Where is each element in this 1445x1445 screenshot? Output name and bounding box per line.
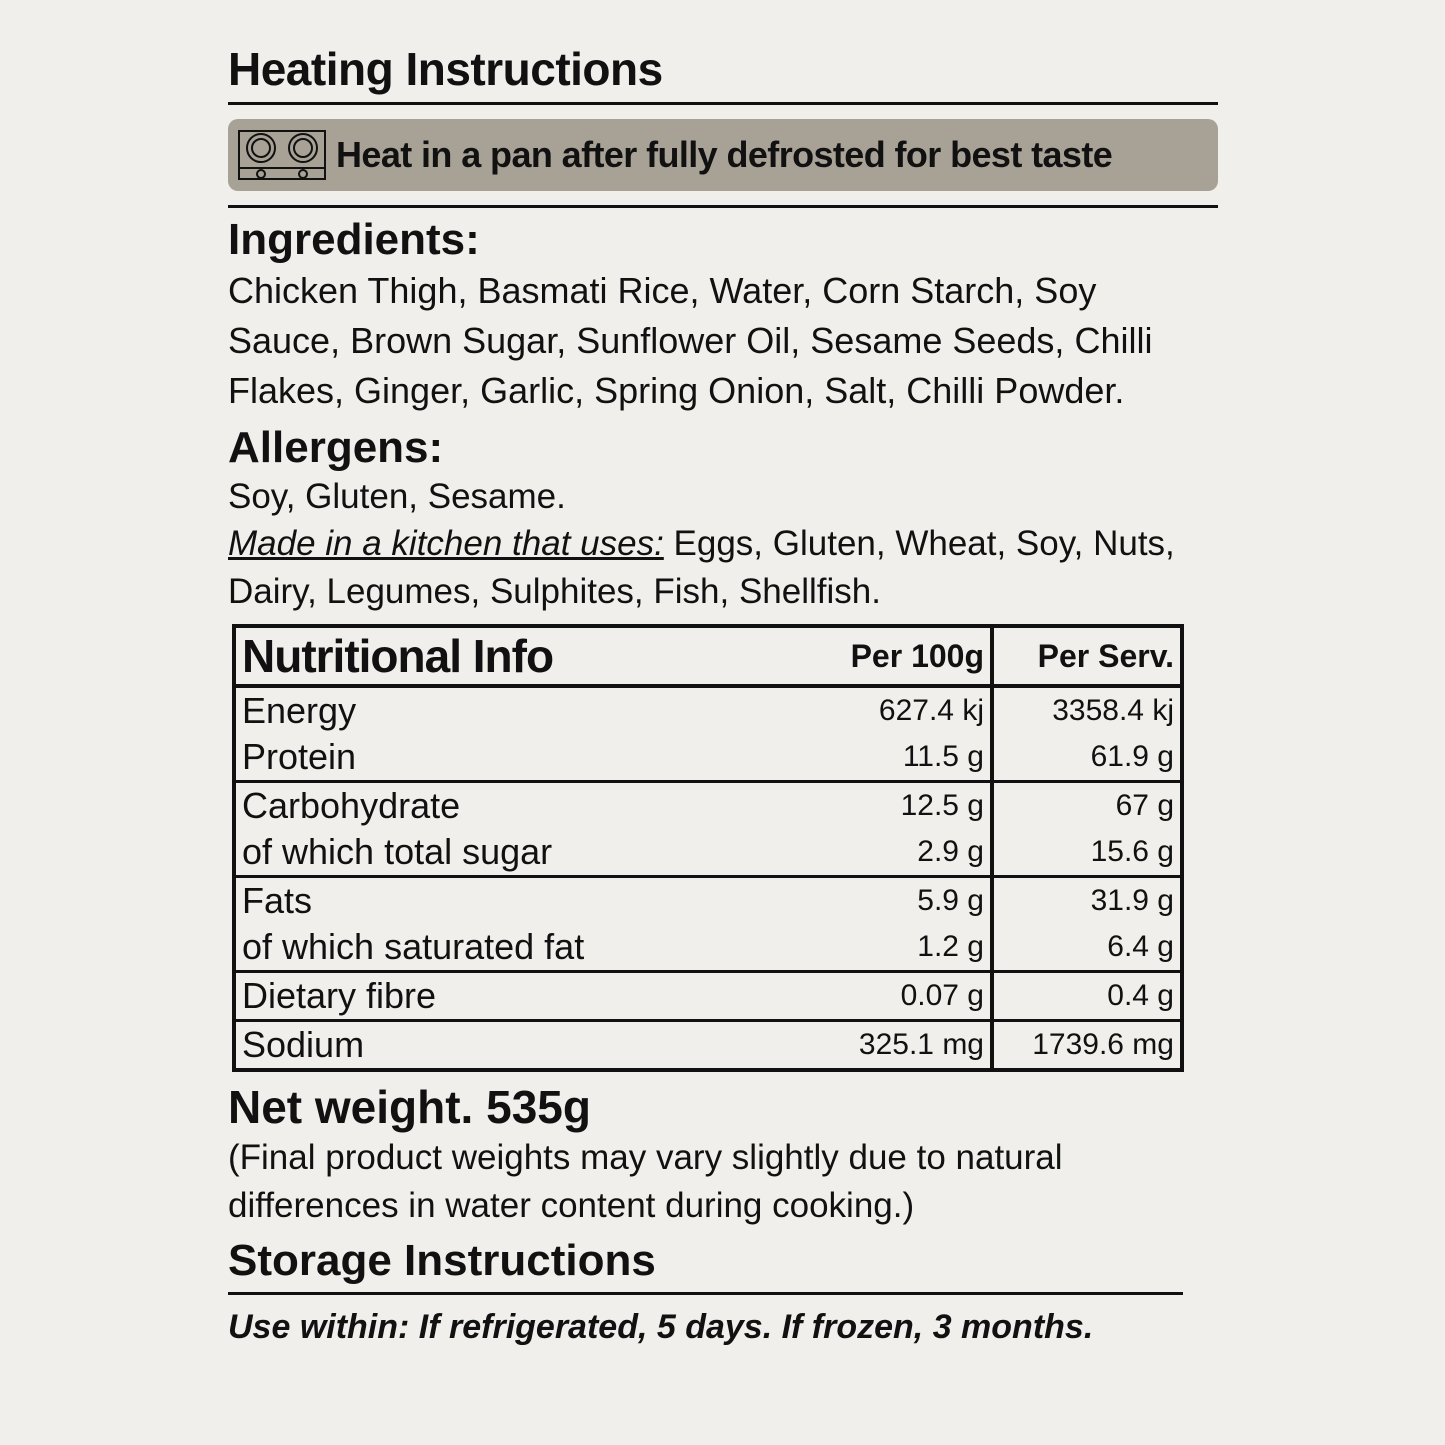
per100-value: 325.1 mg: [858, 1028, 984, 1061]
net-weight: Net weight. 535g: [228, 1081, 591, 1133]
nutrient-name: Energy: [242, 690, 357, 731]
divider: [228, 205, 1218, 208]
heating-title: Heating Instructions: [228, 43, 663, 95]
col-per100: Per 100g: [802, 626, 992, 688]
ingredients-text: Chicken Thigh, Basmati Rice, Water, Corn…: [228, 270, 1153, 411]
storage-text: Use within: If refrigerated, 5 days. If …: [228, 1308, 1094, 1346]
col-per-serving: Per Serv.: [990, 626, 1182, 688]
kitchen-allergens: Made in a kitchen that uses: Eggs, Glute…: [228, 520, 1218, 616]
per-serving-value: 67 g: [1115, 789, 1174, 822]
divider: [228, 102, 1218, 105]
nutrient-name: Fats: [242, 880, 313, 921]
per-serving-value: 1739.6 mg: [1032, 1028, 1174, 1061]
label: Heating Instructions Heat in a pan after…: [228, 0, 1218, 1369]
nutrition-group: Carbohydrate of which total sugar 12.5 g 2.…: [234, 781, 1182, 878]
nutrition-group: Sodium 325.1 mg 1739.6 mg: [234, 1020, 1182, 1072]
per-serving-value: 61.9 g: [1090, 740, 1174, 773]
nutrient-name: Sodium: [242, 1024, 365, 1065]
nutrient-name: of which total sugar: [242, 831, 553, 872]
nutrient-name: Carbohydrate: [242, 785, 461, 826]
heating-instruction: Heat in a pan after fully defrosted for …: [336, 134, 1113, 175]
per100-value: 12.5 g: [900, 789, 984, 822]
per100-value: 2.9 g: [917, 835, 984, 868]
allergens-text: Soy, Gluten, Sesame.: [228, 477, 566, 516]
nutrition-title: Nutritional Info: [234, 626, 802, 688]
nutrition-group: Energy Protein 627.4 kj 11.5 g 3358.4 kj 61.9…: [234, 686, 1182, 783]
ingredients-title: Ingredients:: [228, 215, 480, 264]
storage-title: Storage Instructions: [228, 1236, 656, 1285]
divider: [228, 1292, 1183, 1295]
per100-value: 0.07 g: [900, 979, 984, 1012]
per-serving-value: 31.9 g: [1090, 884, 1174, 917]
net-weight-note: (Final product weights may vary slightly…: [228, 1138, 1063, 1225]
per-serving-value: 0.4 g: [1107, 979, 1174, 1012]
nutrition-header: Nutritional Info Per 100g Per Serv.: [234, 626, 1182, 688]
kitchen-allergens-text: Eggs, Gluten, Wheat, Soy, Nuts, Dairy, L…: [228, 524, 1175, 611]
nutrient-name: Dietary fibre: [242, 975, 437, 1016]
nutrient-name: Protein: [242, 736, 357, 777]
per100-value: 5.9 g: [917, 884, 984, 917]
stove-icon: [238, 130, 326, 180]
nutrient-name: of which saturated fat: [242, 926, 585, 967]
heating-banner: Heat in a pan after fully defrosted for …: [228, 119, 1218, 191]
nutrition-group: Dietary fibre 0.07 g 0.4 g: [234, 971, 1182, 1022]
per100-value: 11.5 g: [902, 740, 984, 773]
nutrition-table: Nutritional Info Per 100g Per Serv. Ener…: [232, 624, 1184, 1072]
nutrition-group: Fats of which saturated fat 5.9 g 1.2 g 31.9…: [234, 876, 1182, 973]
kitchen-label: Made in a kitchen that uses:: [228, 524, 664, 563]
per-serving-value: 3358.4 kj: [1052, 694, 1174, 727]
per100-value: 627.4 kj: [878, 694, 984, 727]
allergens-title: Allergens:: [228, 423, 444, 472]
per100-value: 1.2 g: [917, 930, 984, 963]
per-serving-value: 15.6 g: [1090, 835, 1174, 868]
per-serving-value: 6.4 g: [1107, 930, 1174, 963]
